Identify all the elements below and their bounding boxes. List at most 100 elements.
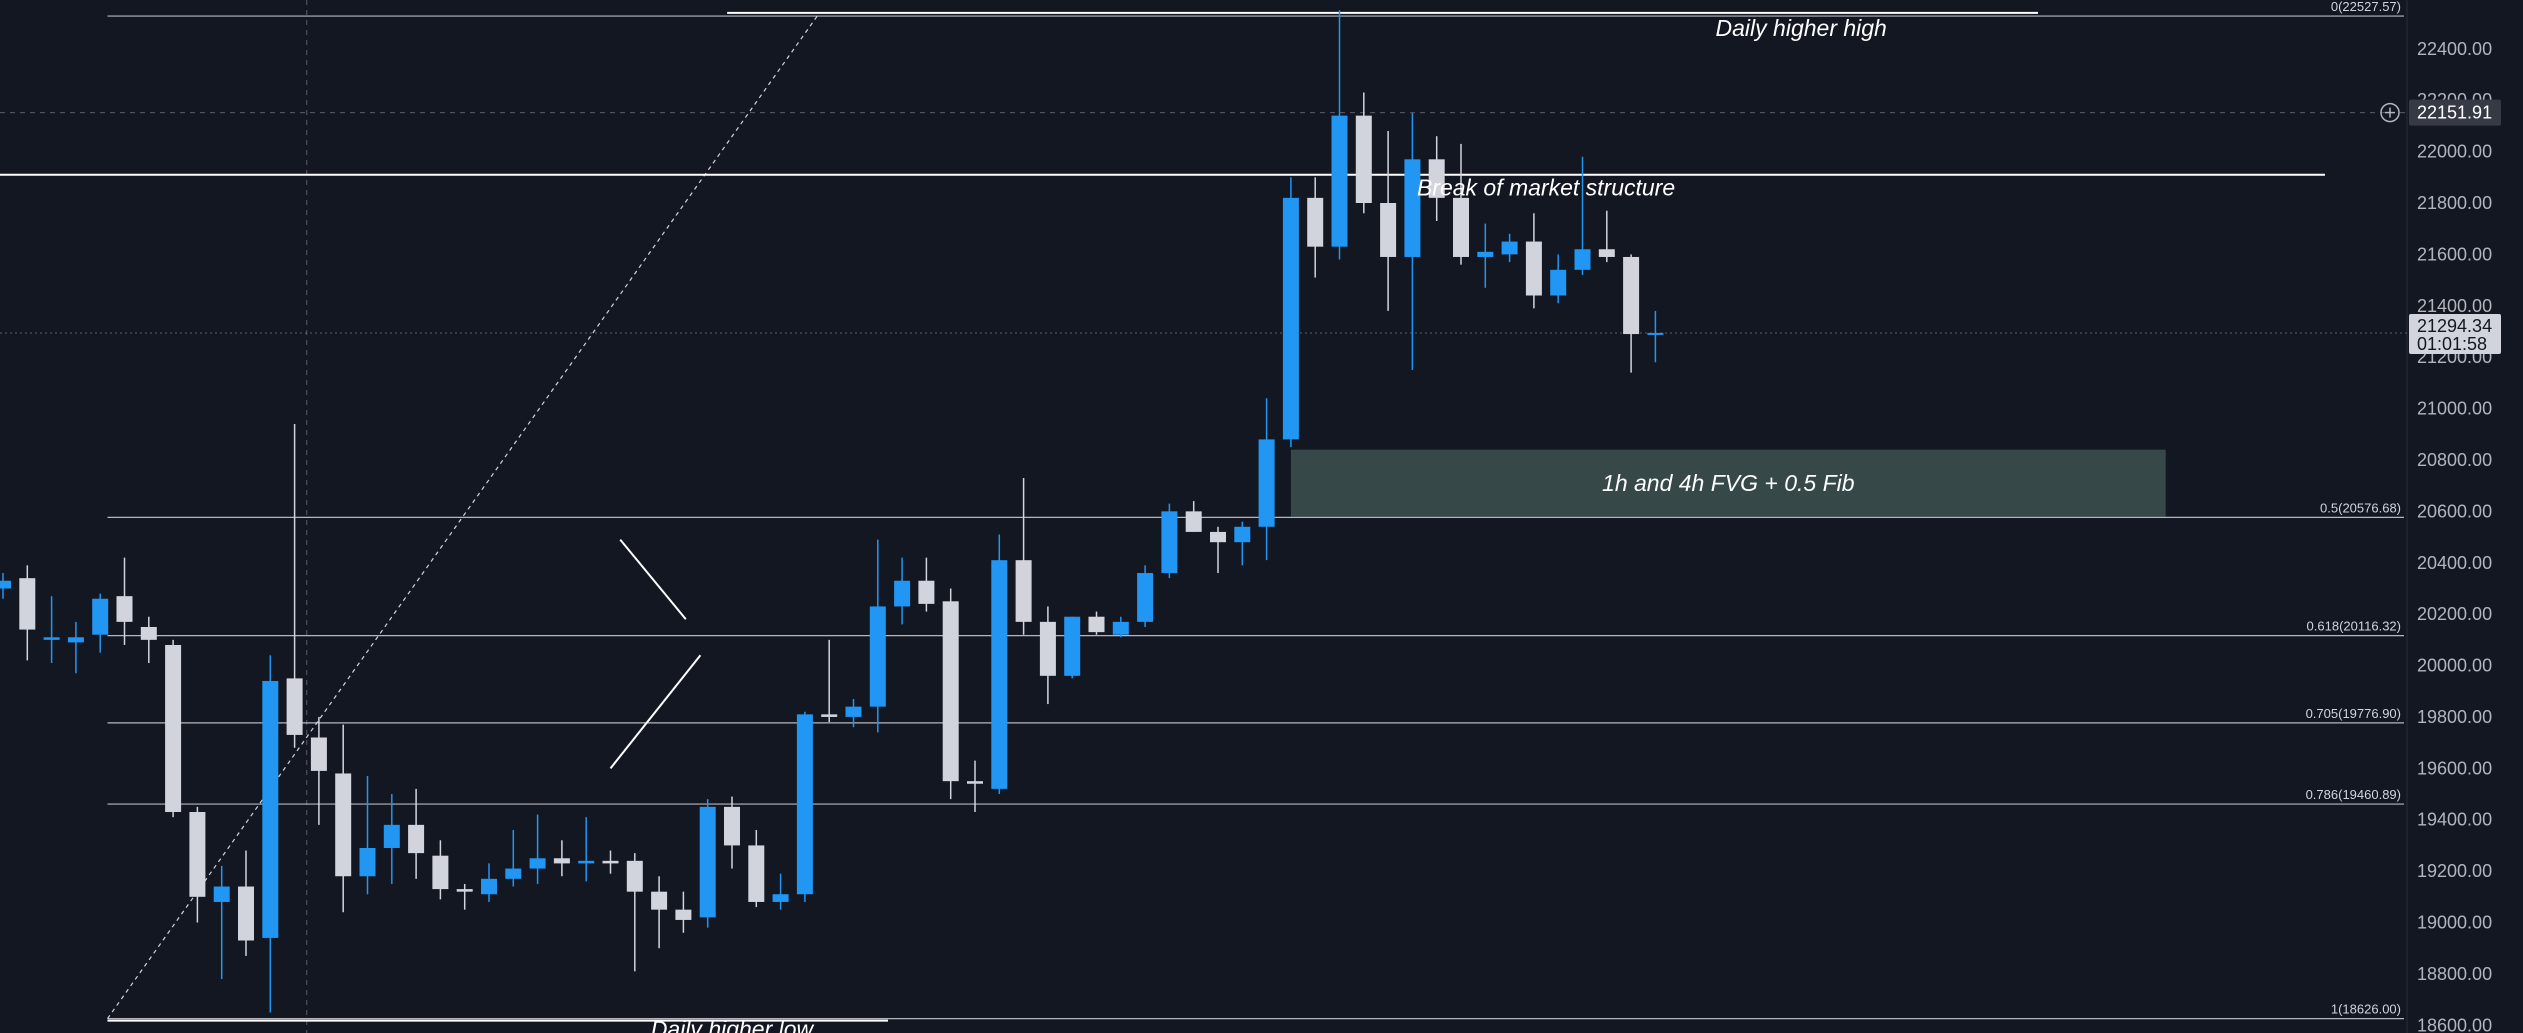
candle-body [0,580,11,589]
candle-body [1112,621,1129,635]
candle-body [529,858,546,869]
price-tick-label: 19400.00 [2417,810,2492,830]
candle-body [383,824,400,848]
candle-body [238,886,254,941]
candle-body [189,812,206,897]
candle-body [456,889,473,892]
candle-body [578,860,595,864]
fib-level-label: 0.786(19460.89) [2306,787,2401,802]
candle-body [1064,616,1081,676]
candle-body [359,847,376,877]
price-axis[interactable] [2407,0,2523,1033]
candle-body [67,637,84,643]
candle-body [869,606,886,707]
candle-body [1623,256,1640,335]
candle-body [1550,269,1567,296]
fib-trend-line [107,12,820,1019]
current-price-label: 21294.34 [2417,316,2492,336]
candle-body [1234,526,1251,543]
candle-body [918,580,935,604]
candle-body [1501,241,1518,255]
candle-body [286,678,303,735]
candle-body [1380,203,1397,257]
candle-body [626,860,643,892]
crosshair-price-tag [2409,99,2501,126]
price-tick-label: 19200.00 [2417,861,2492,881]
daily-higher-high-label: Daily higher high [1716,15,1887,41]
candle-body [1598,249,1615,257]
price-tick-label: 20400.00 [2417,553,2492,573]
price-tick-label: 19000.00 [2417,913,2492,933]
candle-body [213,886,230,902]
candle-body [748,845,765,902]
candle-body [1525,241,1542,296]
fvg-zone [1290,449,2166,517]
price-tick-label: 21400.00 [2417,296,2492,316]
triangle-lower-line [609,654,702,769]
add-alert-icon [2380,102,2400,123]
candle-body [1574,249,1591,270]
candle-body [140,626,157,640]
candle-body [967,781,983,784]
candle-body [1185,511,1202,532]
candle-body [92,598,109,635]
lines-layer: 0(22527.57) 0.5(20576.68) 0.618(20116.32) 0… [0,0,2407,1033]
fib-level-label: 0.705(19776.90) [2306,706,2401,721]
candle-body [772,894,789,902]
candle-body [942,601,959,782]
fib-level-label: 0.618(20116.32) [2307,619,2401,634]
fib-level-label: 1(18626.00) [2331,1002,2401,1017]
candle-body [262,680,279,938]
candle-body [1307,197,1324,247]
price-tick-label: 21000.00 [2417,399,2492,419]
candle-body [1404,159,1421,257]
daily-higher-low-label: Daily higher low [651,1016,815,1033]
candle-body [505,868,522,879]
candle-body [991,560,1008,789]
candle-body [1088,616,1105,633]
candle-body [408,824,425,854]
candle-body [432,855,449,890]
candle-body [335,773,352,877]
candle-body [894,580,911,607]
price-tick-label: 20200.00 [2417,604,2492,624]
zone-layer: 1h and 4h FVG + 0.5 Fib [1290,449,2166,517]
candle-body [651,891,668,910]
candle-body [1477,251,1494,257]
candle-body [675,909,692,920]
price-tick-label: 18600.00 [2417,1015,2492,1033]
candle-body [1015,560,1032,622]
countdown-label: 01:01:58 [2417,334,2487,354]
price-tick-label: 20600.00 [2417,501,2492,521]
price-tick-label: 21600.00 [2417,244,2492,264]
candle-body [310,737,327,771]
candle-body [602,860,619,864]
price-tick-label: 18800.00 [2417,964,2492,984]
price-tick-label: 21800.00 [2417,193,2492,213]
candle-body [116,596,133,622]
candle-body [796,714,813,895]
candle-body [1647,332,1664,335]
candle-body [845,706,862,717]
candle-body [43,637,60,640]
price-tick-label: 20000.00 [2417,656,2492,676]
candle-body [1161,511,1178,574]
candle-body [1331,115,1348,247]
candle-body [481,878,497,895]
candle-body [1428,159,1445,198]
price-tick-label: 19600.00 [2417,758,2492,778]
candle-body [19,578,36,630]
price-tick-label: 22400.00 [2417,39,2492,59]
axis-layer: 22400.0022200.0022000.0021800.0021600.00… [2380,39,2501,1033]
candle-body [1039,621,1056,676]
fib-level-label: 0.5(20576.68) [2320,500,2401,515]
fvg-zone-label: 1h and 4h FVG + 0.5 Fib [1602,470,1855,496]
candles-layer[interactable] [0,10,1664,1013]
current-price-tag [2409,313,2501,354]
crosshair-price-label: 22151.91 [2417,103,2492,123]
price-tick-label: 22000.00 [2417,142,2492,162]
candle-body [1210,531,1226,543]
candle-body [1282,197,1299,440]
